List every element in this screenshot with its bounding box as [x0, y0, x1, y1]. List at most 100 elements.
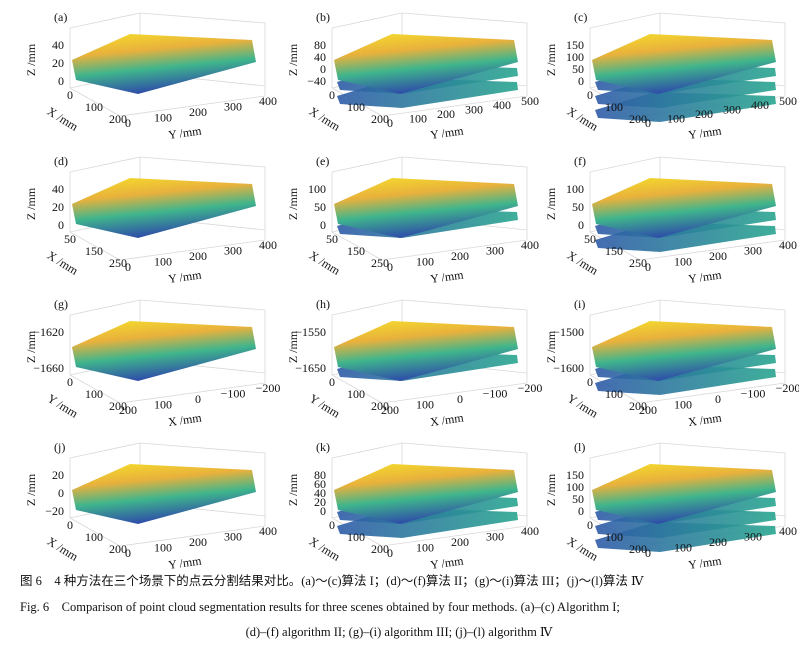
- axis-box: [639, 382, 786, 404]
- width-tick-label: 100: [154, 254, 172, 268]
- axis-box: [659, 299, 786, 311]
- z-tick-label: 100: [308, 182, 326, 196]
- width-tick-label: 100: [674, 540, 692, 554]
- width-tick-label: 100: [154, 540, 172, 554]
- panel-label: (g): [54, 297, 68, 311]
- depth-tick-label: 50: [64, 232, 76, 246]
- width-tick-label: 400: [521, 238, 539, 252]
- depth-axis-label: X /mm: [307, 534, 344, 564]
- caption-cn: 图 6 4 种方法在三个场景下的点云分割结果对比。(a)～(c)算法 I；(d)…: [20, 573, 644, 588]
- axis-box: [331, 442, 403, 459]
- panel-label: (c): [574, 10, 587, 24]
- depth-tick-label: 0: [67, 518, 73, 532]
- axis-box: [381, 525, 528, 547]
- width-tick-label: 100: [154, 110, 172, 124]
- width-tick-label: 400: [259, 94, 277, 108]
- depth-tick-label: 100: [605, 530, 623, 544]
- width-tick-label: 300: [465, 103, 483, 117]
- z-tick-label: 0: [58, 74, 64, 88]
- width-tick-label: 400: [259, 238, 277, 252]
- width-tick-label: 100: [409, 111, 427, 125]
- depth-tick-label: 200: [109, 542, 127, 556]
- width-axis-label: Y /mm: [167, 123, 203, 142]
- width-axis-label: Y /mm: [687, 553, 723, 572]
- width-tick-label: 300: [744, 243, 762, 257]
- z-tick-label: −1500: [553, 325, 584, 339]
- depth-axis-label: X /mm: [565, 248, 602, 278]
- width-tick-label: 0: [645, 260, 651, 274]
- depth-tick-label: 0: [587, 88, 593, 102]
- z-tick-label: −1620: [33, 325, 64, 339]
- z-tick-label: 40: [314, 486, 326, 500]
- depth-axis-label: Y /mm: [565, 391, 601, 421]
- axis-box: [139, 12, 266, 24]
- panel-label: (i): [574, 297, 585, 311]
- z-axis-label: Z /mm: [24, 330, 38, 363]
- z-tick-label: 50: [572, 200, 584, 214]
- depth-tick-label: 100: [347, 530, 365, 544]
- width-tick-label: 200: [709, 249, 727, 263]
- width-axis-label: X /mm: [167, 410, 203, 429]
- axis-box: [69, 12, 141, 29]
- depth-tick-label: 200: [629, 542, 647, 556]
- z-tick-label: −1600: [553, 361, 584, 375]
- width-tick-label: 100: [674, 397, 692, 411]
- axis-box: [639, 239, 786, 261]
- depth-tick-label: 200: [109, 112, 127, 126]
- cloud: [592, 464, 776, 524]
- width-tick-label: 300: [486, 529, 504, 543]
- panel-label: (k): [316, 440, 330, 454]
- panel-label: (a): [54, 10, 67, 24]
- axis-box: [589, 156, 661, 173]
- width-tick-label: 200: [189, 105, 207, 119]
- z-axis-label: Z /mm: [544, 187, 558, 220]
- z-axis-label: Z /mm: [24, 187, 38, 220]
- depth-tick-label: 100: [347, 387, 365, 401]
- depth-tick-label: 0: [67, 88, 73, 102]
- axis-box: [381, 95, 528, 117]
- axis-box: [69, 299, 141, 316]
- panel-label: (b): [316, 10, 330, 24]
- cloud: [592, 34, 776, 94]
- axis-box: [589, 299, 661, 316]
- z-tick-label: −1660: [33, 361, 64, 375]
- width-axis-label: Y /mm: [429, 553, 465, 572]
- depth-axis-label: X /mm: [307, 248, 344, 278]
- width-tick-label: 100: [416, 540, 434, 554]
- panel-label: (e): [316, 154, 329, 168]
- depth-tick-label: 250: [629, 256, 647, 270]
- z-tick-label: −20: [45, 504, 64, 518]
- z-axis-label: Z /mm: [24, 43, 38, 76]
- depth-tick-label: 200: [371, 399, 389, 413]
- axis-box: [331, 299, 403, 316]
- cloud: [592, 178, 776, 238]
- z-tick-label: −1650: [295, 361, 326, 375]
- z-tick-label: 0: [320, 218, 326, 232]
- width-tick-label: −200: [776, 381, 799, 395]
- axis-box: [331, 231, 383, 261]
- width-tick-label: 100: [416, 397, 434, 411]
- width-tick-label: 200: [695, 107, 713, 121]
- depth-axis-label: X /mm: [565, 534, 602, 564]
- depth-tick-label: 200: [371, 112, 389, 126]
- z-tick-label: 50: [572, 492, 584, 506]
- width-axis-label: X /mm: [429, 410, 465, 429]
- z-axis-label: Z /mm: [544, 473, 558, 506]
- depth-tick-label: 250: [109, 256, 127, 270]
- depth-axis-label: X /mm: [307, 104, 344, 134]
- z-axis-label: Z /mm: [286, 187, 300, 220]
- depth-tick-label: 200: [371, 542, 389, 556]
- z-tick-label: 0: [578, 218, 584, 232]
- axis-box: [69, 87, 121, 117]
- depth-tick-label: 150: [347, 244, 365, 258]
- cloud: [334, 178, 518, 238]
- depth-axis-label: X /mm: [45, 534, 82, 564]
- width-tick-label: 300: [224, 99, 242, 113]
- z-tick-label: 150: [566, 468, 584, 482]
- width-tick-label: 200: [381, 403, 399, 417]
- depth-tick-label: 200: [629, 399, 647, 413]
- axis-box: [69, 156, 141, 173]
- z-axis-label: Z /mm: [286, 330, 300, 363]
- depth-tick-label: 100: [347, 100, 365, 114]
- z-tick-label: −40: [307, 74, 326, 88]
